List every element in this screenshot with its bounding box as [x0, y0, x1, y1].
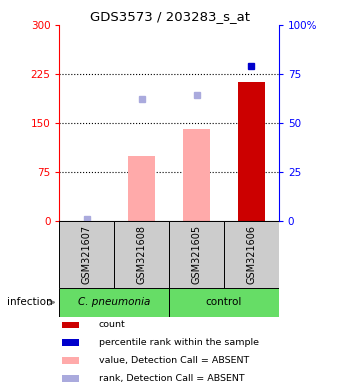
Text: control: control: [206, 297, 242, 308]
Bar: [59, 221, 114, 288]
Bar: [62, 358, 79, 364]
Text: infection: infection: [7, 297, 52, 308]
Bar: [62, 375, 79, 382]
Bar: [169, 288, 279, 317]
Bar: [238, 82, 265, 221]
Bar: [224, 221, 279, 288]
Text: value, Detection Call = ABSENT: value, Detection Call = ABSENT: [99, 356, 249, 365]
Bar: [59, 288, 169, 317]
Text: GSM321606: GSM321606: [246, 225, 256, 284]
Bar: [114, 221, 169, 288]
Text: GDS3573 / 203283_s_at: GDS3573 / 203283_s_at: [90, 10, 250, 23]
Text: C. pneumonia: C. pneumonia: [78, 297, 151, 308]
Bar: [62, 339, 79, 346]
Bar: [62, 321, 79, 328]
Bar: [169, 221, 224, 288]
Bar: [183, 129, 210, 221]
Bar: [128, 156, 155, 221]
Text: GSM321605: GSM321605: [191, 225, 202, 284]
Text: GSM321607: GSM321607: [82, 225, 92, 284]
Text: percentile rank within the sample: percentile rank within the sample: [99, 338, 259, 347]
Text: rank, Detection Call = ABSENT: rank, Detection Call = ABSENT: [99, 374, 244, 383]
Text: count: count: [99, 320, 125, 329]
Text: GSM321608: GSM321608: [137, 225, 147, 284]
